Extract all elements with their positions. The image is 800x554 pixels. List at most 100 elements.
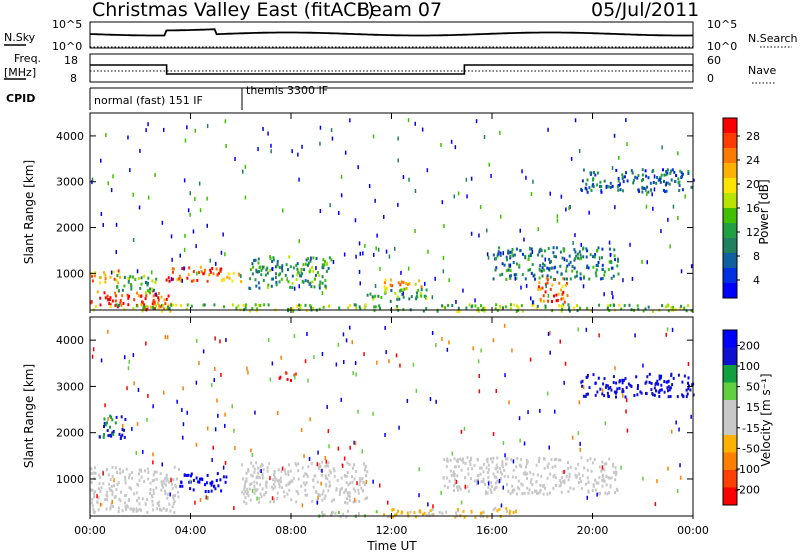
heatmap-cell <box>524 472 527 476</box>
heatmap-cell <box>431 513 434 517</box>
heatmap-cell <box>594 253 597 256</box>
colorbar-swatch <box>723 400 737 418</box>
nsearch-tick-top: 10^5 <box>707 18 737 31</box>
heatmap-cell <box>98 435 101 439</box>
heatmap-cell <box>119 275 121 279</box>
heatmap-cell <box>494 467 497 471</box>
heatmap-cell <box>152 473 155 477</box>
heatmap-cell <box>244 306 247 310</box>
heatmap-cell <box>471 304 474 308</box>
heatmap-cell <box>263 303 266 307</box>
heatmap-cell <box>614 466 617 470</box>
heatmap-cell <box>272 500 275 504</box>
heatmap-cell <box>647 190 650 194</box>
heatmap-cell <box>99 489 102 493</box>
heatmap-cell <box>504 453 506 458</box>
heatmap-cell <box>673 170 676 174</box>
heatmap-cell <box>299 274 302 278</box>
heatmap-cell <box>121 294 124 298</box>
heatmap-cell <box>292 309 295 313</box>
heatmap-cell <box>579 276 582 280</box>
heatmap-cell <box>265 480 268 484</box>
heatmap-cell <box>506 457 509 461</box>
heatmap-cell <box>655 389 657 393</box>
heatmap-cell <box>310 285 313 289</box>
heatmap-cell <box>183 473 186 477</box>
heatmap-cell <box>308 456 311 461</box>
heatmap-cell <box>358 512 360 516</box>
heatmap-cell <box>582 284 585 289</box>
colorbar-tick-label: 28 <box>746 130 760 143</box>
heatmap-cell <box>311 280 314 284</box>
heatmap-cell <box>562 480 565 483</box>
heatmap-cell <box>465 306 468 310</box>
heatmap-cell <box>402 291 404 296</box>
heatmap-cell <box>490 491 493 494</box>
heatmap-cell <box>446 486 449 489</box>
heatmap-cell <box>289 285 292 289</box>
heatmap-cell <box>477 307 480 310</box>
heatmap-cell <box>476 458 479 462</box>
heatmap-cell <box>106 429 109 432</box>
heatmap-cell <box>249 309 252 313</box>
heatmap-cell <box>330 258 333 262</box>
heatmap-cell <box>100 358 103 363</box>
heatmap-cell <box>343 360 345 364</box>
heatmap-cell <box>675 420 677 425</box>
colorbar-swatch <box>723 223 737 239</box>
heatmap-cell <box>189 487 192 491</box>
heatmap-cell <box>613 248 616 252</box>
heatmap-cell <box>166 477 169 481</box>
heatmap-cell <box>349 445 351 450</box>
heatmap-cell <box>613 303 616 307</box>
heatmap-cell <box>286 492 289 496</box>
heatmap-cell <box>594 381 597 385</box>
heatmap-cell <box>267 303 270 307</box>
heatmap-cell <box>632 181 635 185</box>
heatmap-cell <box>680 175 683 179</box>
heatmap-cell <box>108 298 111 302</box>
heatmap-cell <box>576 252 579 256</box>
heatmap-cell <box>682 394 685 398</box>
heatmap-cell <box>495 303 498 307</box>
heatmap-cell <box>470 509 473 513</box>
heatmap-cell <box>658 395 661 398</box>
heatmap-cell <box>615 487 618 491</box>
heatmap-cell <box>198 361 200 366</box>
heatmap-cell <box>249 483 252 487</box>
heatmap-cell <box>283 468 286 472</box>
heatmap-cell <box>142 449 144 454</box>
heatmap-cell <box>525 283 528 288</box>
heatmap-cell <box>222 465 225 470</box>
heatmap-cell <box>296 267 299 271</box>
heatmap-cell <box>123 275 126 279</box>
heatmap-cell <box>108 487 111 491</box>
heatmap-cell <box>443 484 446 488</box>
heatmap-cell <box>458 485 461 489</box>
heatmap-cell <box>676 395 679 399</box>
heatmap-cell <box>480 466 483 470</box>
heatmap-cell <box>152 460 154 465</box>
heatmap-cell <box>91 274 93 278</box>
heatmap-cell <box>225 144 227 148</box>
heatmap-cell <box>293 373 296 377</box>
heatmap-cell <box>160 508 163 512</box>
heatmap-cell <box>258 497 261 501</box>
heatmap-cell <box>590 309 593 313</box>
heatmap-cell <box>581 384 584 388</box>
heatmap-cell <box>317 467 320 471</box>
heatmap-cell <box>318 463 321 466</box>
heatmap-cell <box>565 266 568 271</box>
heatmap-cell <box>169 509 172 513</box>
heatmap-cell <box>530 192 533 196</box>
colorbar-swatch <box>723 365 737 383</box>
heatmap-cell <box>299 307 302 311</box>
heatmap-cell <box>357 491 360 495</box>
heatmap-cell <box>426 168 429 173</box>
heatmap-cell <box>137 387 140 392</box>
heatmap-cell <box>509 274 512 278</box>
heatmap-cell <box>330 128 333 133</box>
heatmap-cell <box>353 463 356 467</box>
heatmap-cell <box>606 304 609 308</box>
